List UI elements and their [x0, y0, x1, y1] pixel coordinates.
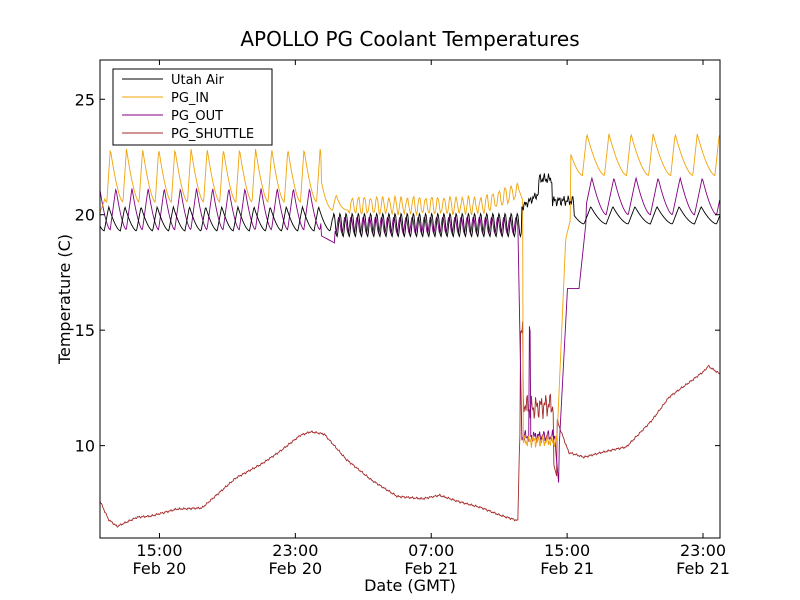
- chart-title: APOLLO PG Coolant Temperatures: [240, 27, 579, 51]
- series-line-pg-shuttle: [100, 321, 720, 528]
- x-tick-time-label: 15:00: [544, 541, 590, 560]
- y-tick-label: 15: [75, 321, 95, 340]
- legend-label: PG_OUT: [171, 109, 223, 124]
- legend-label: Utah Air: [171, 73, 224, 88]
- y-tick-label: 20: [75, 206, 95, 225]
- x-tick-time-label: 07:00: [408, 541, 454, 560]
- x-tick-date-label: Feb 21: [676, 559, 730, 578]
- y-axis-label: Temperature (C): [55, 234, 74, 365]
- x-axis-label: Date (GMT): [364, 576, 456, 595]
- y-tick-label: 10: [75, 437, 95, 456]
- legend: Utah Air PG_IN PG_OUT PG_SHUTTLE: [112, 68, 273, 146]
- x-tick-time-label: 23:00: [272, 541, 318, 560]
- x-tick-date-label: Feb 21: [404, 559, 458, 578]
- legend-label: PG_SHUTTLE: [171, 127, 254, 142]
- series-line-utah-air: [100, 173, 720, 238]
- x-tick-date-label: Feb 20: [268, 559, 322, 578]
- plot-frame: [99, 59, 721, 539]
- x-tick-time-label: 15:00: [136, 541, 182, 560]
- y-tick-label: 25: [75, 90, 95, 109]
- series-layer: [100, 133, 720, 528]
- legend-box: [112, 68, 273, 146]
- x-tick-time-label: 23:00: [680, 541, 726, 560]
- x-tick-date-label: Feb 20: [133, 559, 187, 578]
- x-tick-date-label: Feb 21: [540, 559, 594, 578]
- y-axis: 10 15 20 25: [75, 90, 720, 456]
- series-line-pg-in: [100, 133, 720, 448]
- legend-label: PG_IN: [171, 91, 209, 106]
